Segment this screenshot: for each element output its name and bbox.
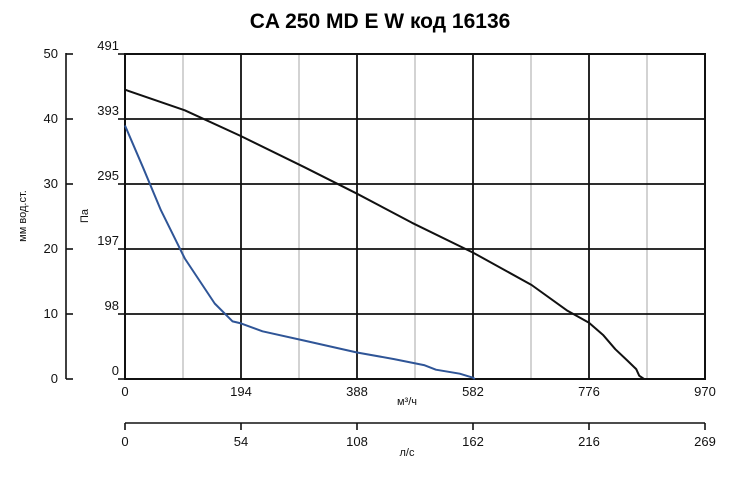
y-axis-ticks: 0 98 197 295 393 491	[97, 38, 125, 380]
y-tick-label: 197	[97, 233, 119, 248]
x-tick-label: 776	[578, 384, 600, 399]
y2-tick-label: 30	[44, 176, 58, 191]
y2-tick-label: 10	[44, 306, 58, 321]
grid	[124, 53, 706, 380]
y2-tick-label: 0	[51, 371, 58, 386]
chart-title: CA 250 MD E W код 16136	[250, 10, 511, 33]
y-axis-label: Па	[79, 208, 91, 223]
y-tick-label: 0	[112, 363, 119, 378]
y2-axis-label: мм вод.ст.	[17, 190, 29, 242]
x-tick-label: 0	[121, 384, 128, 399]
y-tick-label: 491	[97, 38, 119, 53]
x-tick-label: 970	[694, 384, 716, 399]
x2-tick-label: 216	[578, 434, 600, 449]
x2-axis-label: л/с	[400, 447, 415, 459]
y-tick-label: 295	[97, 168, 119, 183]
series-line-black	[124, 88, 645, 380]
x-tick-label: 388	[346, 384, 368, 399]
y2-tick-label: 20	[44, 241, 58, 256]
x-axis-ticks: 0 194 388 582 776 970	[121, 384, 715, 399]
x-tick-label: 194	[230, 384, 252, 399]
series-line-blue	[124, 125, 476, 380]
x-axis-label: м³/ч	[397, 396, 417, 408]
x2-tick-label: 108	[346, 434, 368, 449]
y-tick-label: 98	[105, 298, 119, 313]
y-tick-label: 393	[97, 103, 119, 118]
plot-frame	[124, 53, 706, 380]
x2-tick-label: 162	[462, 434, 484, 449]
y2-tick-label: 50	[44, 46, 58, 61]
y2-axis-ticks: 0 10 20 30 40 50	[44, 46, 73, 386]
x-tick-label: 582	[462, 384, 484, 399]
x2-tick-label: 0	[121, 434, 128, 449]
x2-tick-label: 269	[694, 434, 716, 449]
x2-axis-ticks: 0 54 108 162 216 269	[121, 423, 716, 449]
y2-tick-label: 40	[44, 111, 58, 126]
x2-tick-label: 54	[234, 434, 248, 449]
series	[124, 88, 645, 380]
